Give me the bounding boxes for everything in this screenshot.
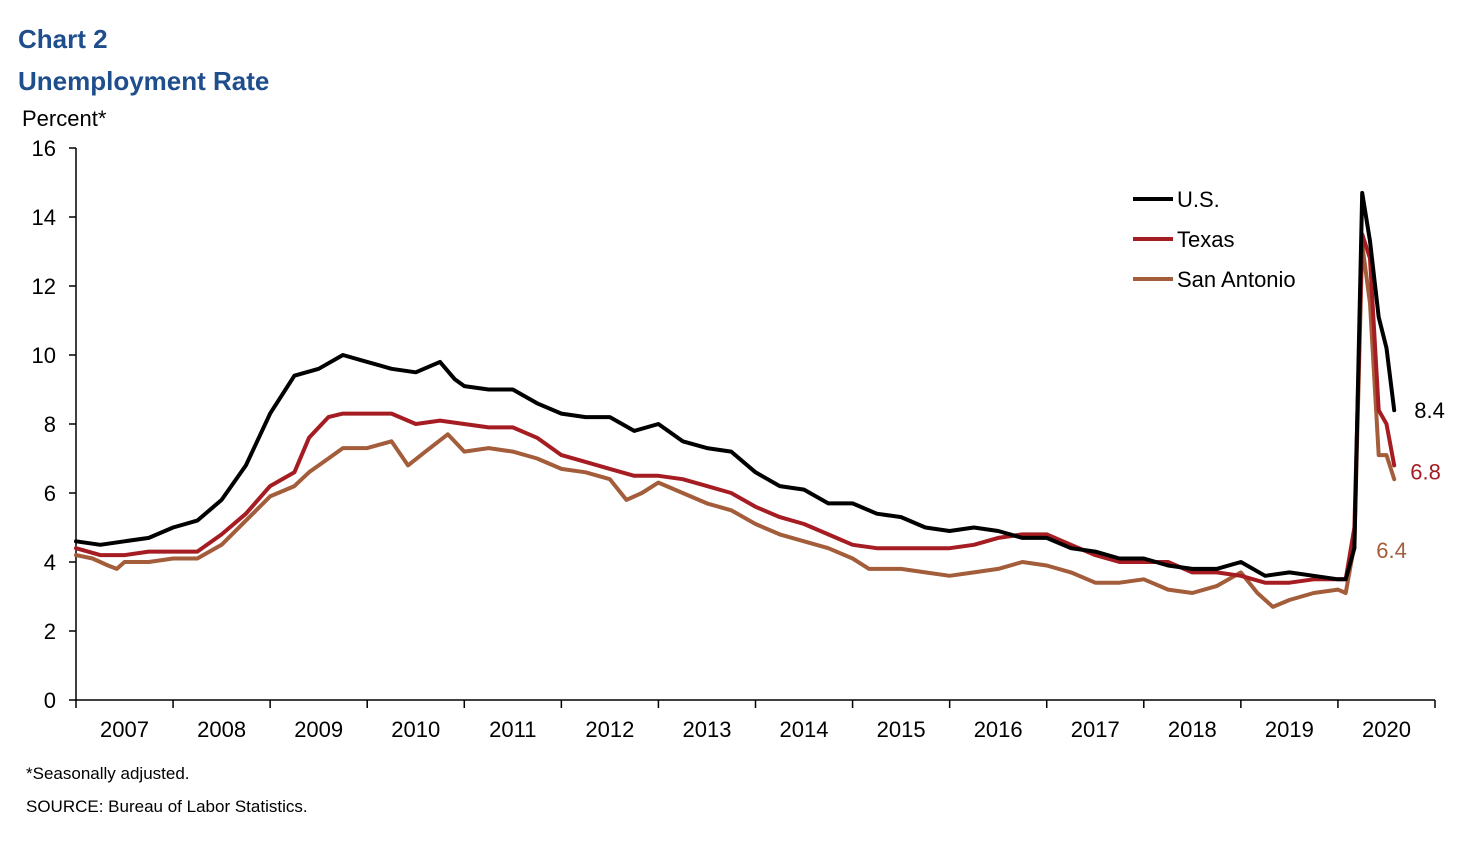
end-labels: 8.4 6.8 6.4 (1376, 398, 1445, 563)
x-tick-label: 2019 (1265, 717, 1314, 742)
series-lines (74, 190, 1397, 609)
series-line-texas (74, 232, 1397, 585)
y-tick-label: 8 (44, 412, 56, 437)
x-tick-label: 2008 (197, 717, 246, 742)
series-line-u-s (74, 190, 1397, 582)
y-axis: 0 2 4 6 8 10 12 14 16 (32, 136, 77, 713)
end-value-label: 6.4 (1376, 538, 1407, 563)
legend-label: San Antonio (1177, 267, 1296, 292)
x-tick-label: 2012 (585, 717, 634, 742)
y-tick-label: 10 (32, 343, 56, 368)
x-tick-label: 2017 (1071, 717, 1120, 742)
x-tick-label: 2010 (391, 717, 440, 742)
y-axis-label: Percent* (22, 106, 107, 131)
x-tick-label: 2016 (974, 717, 1023, 742)
end-value-label: 8.4 (1414, 398, 1445, 423)
x-tick-label: 2020 (1362, 717, 1411, 742)
x-tick-label: 2015 (877, 717, 926, 742)
legend: U.S. Texas San Antonio (1133, 187, 1296, 292)
chart-number: Chart 2 (18, 24, 108, 54)
x-tick-label: 2007 (100, 717, 149, 742)
x-axis: 2007 2008 2009 2010 2011 2012 2013 2014 2015 2016… (75, 699, 1436, 742)
x-tick-label: 2018 (1168, 717, 1217, 742)
x-tick-label: 2009 (294, 717, 343, 742)
x-tick-label: 2013 (682, 717, 731, 742)
footnote-seasonal: *Seasonally adjusted. (26, 764, 190, 783)
y-tick-label: 6 (44, 481, 56, 506)
y-tick-label: 12 (32, 274, 56, 299)
x-tick-label: 2014 (780, 717, 829, 742)
chart-title: Unemployment Rate (18, 66, 270, 96)
x-tick-label: 2011 (489, 717, 536, 742)
y-tick-label: 16 (32, 136, 56, 161)
end-value-label: 6.8 (1410, 459, 1441, 484)
y-tick-label: 2 (44, 619, 56, 644)
series-line-san-antonio (74, 242, 1397, 609)
legend-label: U.S. (1177, 187, 1220, 212)
source-note: SOURCE: Bureau of Labor Statistics. (26, 797, 308, 816)
legend-label: Texas (1177, 227, 1234, 252)
y-tick-label: 0 (44, 688, 56, 713)
y-tick-label: 14 (32, 205, 56, 230)
y-tick-label: 4 (44, 550, 56, 575)
